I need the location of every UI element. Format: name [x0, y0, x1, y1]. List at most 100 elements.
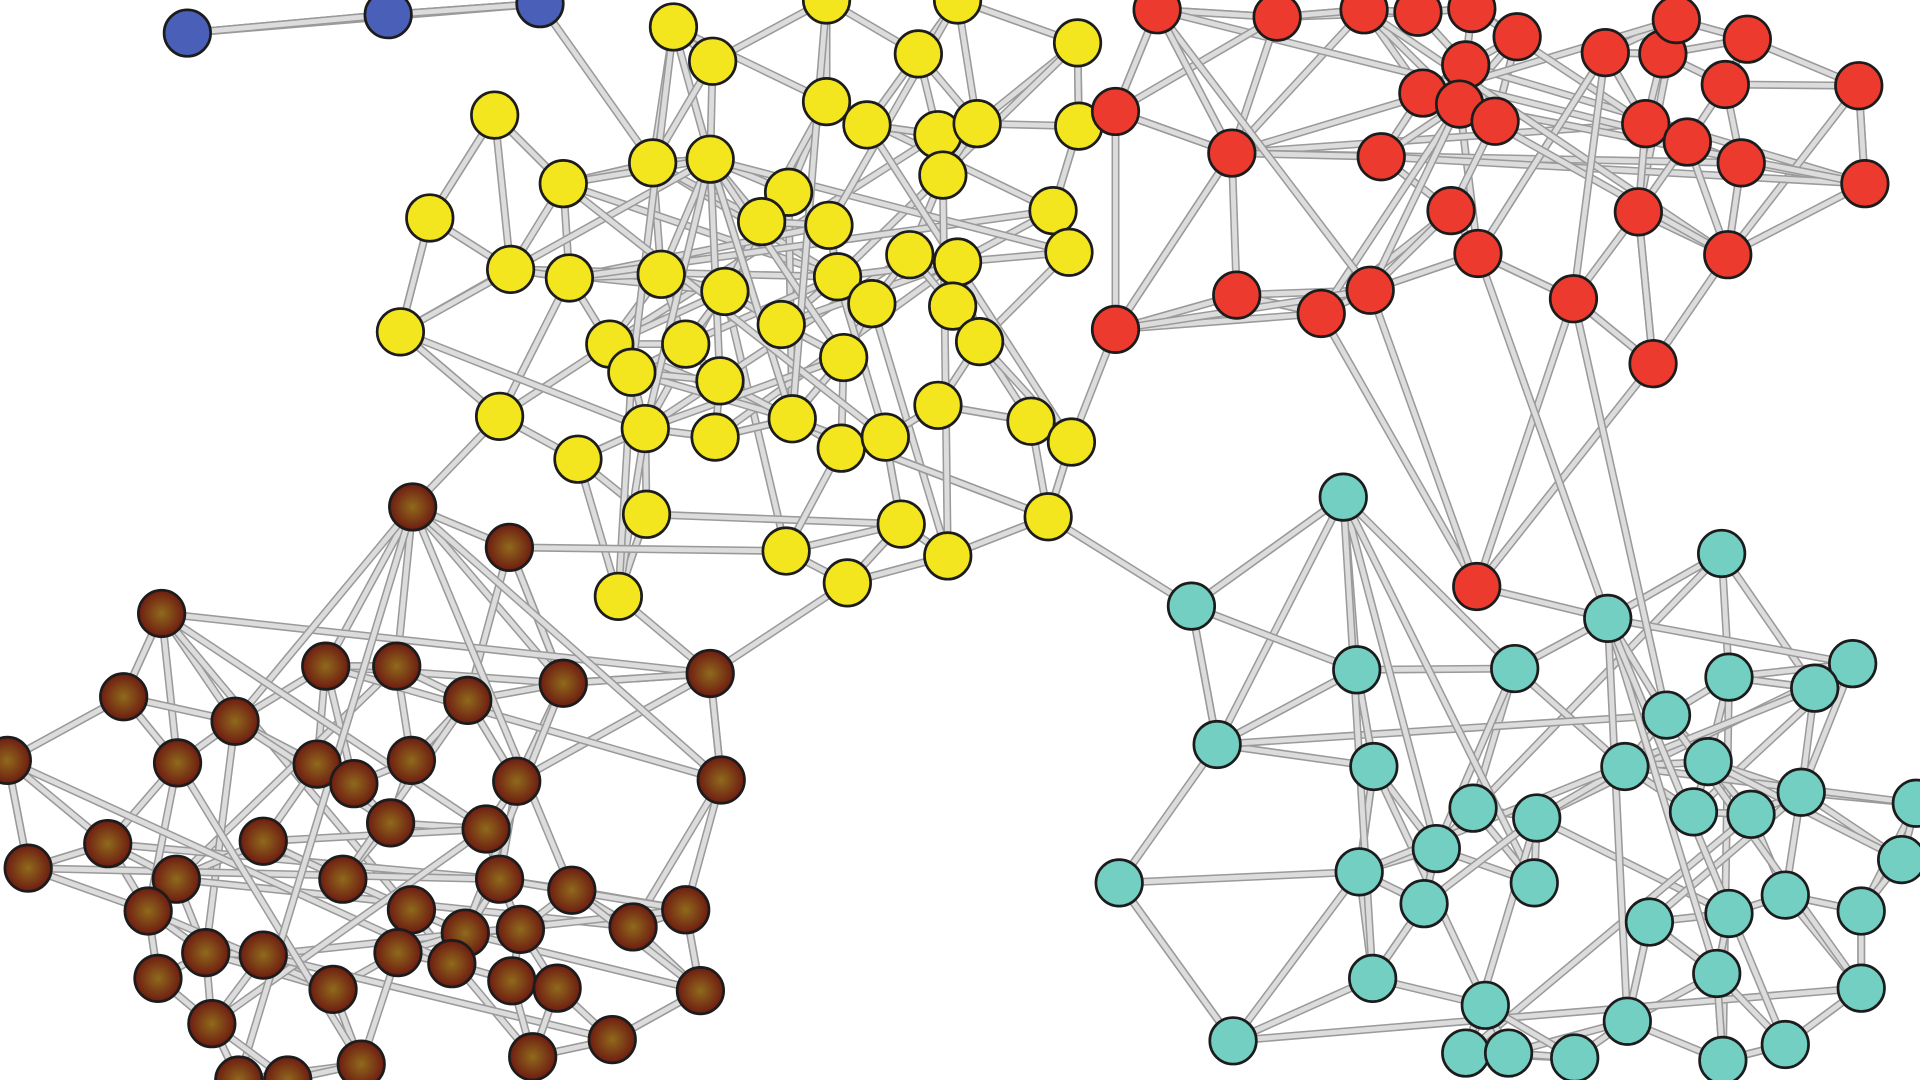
node-brown: [151, 854, 201, 904]
node-brown: [675, 966, 726, 1016]
node-brown: [329, 759, 379, 809]
node-teal: [1760, 870, 1810, 920]
node-brown: [214, 1055, 264, 1080]
node-brown: [137, 588, 187, 639]
node-brown: [373, 928, 423, 978]
node-brown: [187, 999, 237, 1049]
node-red: [1356, 132, 1406, 182]
node-teal: [1624, 897, 1675, 947]
node-teal: [1600, 741, 1650, 792]
edge: [722, 288, 789, 554]
edge: [1230, 985, 1864, 1044]
node-red: [1207, 128, 1257, 178]
node-teal: [1448, 783, 1498, 833]
node-yellow: [1028, 186, 1078, 236]
node-yellow: [876, 499, 926, 549]
node-teal: [1668, 787, 1719, 837]
node-yellow: [695, 356, 745, 406]
edge: [1571, 296, 1669, 718]
edge: [1571, 50, 1608, 302]
node-yellow: [918, 150, 968, 200]
node-yellow: [847, 279, 897, 329]
node-yellow: [628, 138, 678, 188]
node-brown: [608, 902, 658, 952]
node-yellow: [538, 159, 588, 209]
node-red: [1212, 270, 1262, 320]
node-brown: [238, 816, 288, 866]
node-yellow: [860, 412, 910, 462]
edge: [1318, 311, 1480, 589]
node-red: [1470, 96, 1520, 146]
edge: [497, 275, 572, 419]
node-yellow: [756, 299, 806, 350]
edge: [492, 112, 514, 272]
edge: [397, 156, 713, 335]
node-yellow: [690, 412, 740, 462]
edge: [506, 544, 789, 554]
node-red: [1621, 99, 1671, 149]
node-teal: [1698, 1035, 1748, 1080]
edge: [1318, 101, 1463, 316]
node-red: [1840, 159, 1890, 209]
edge: [1340, 494, 1537, 886]
edge: [1475, 251, 1611, 621]
edge: [1154, 7, 1373, 293]
node-brown: [336, 1039, 386, 1080]
node-teal: [1726, 789, 1776, 839]
node-teal: [1704, 888, 1754, 939]
node-brown: [696, 755, 746, 805]
node-brown: [532, 963, 582, 1013]
edge: [642, 156, 713, 432]
edge: [397, 329, 648, 432]
node-brown: [484, 522, 534, 572]
edge: [1188, 494, 1346, 609]
node-brown: [547, 865, 597, 915]
node-red: [1132, 0, 1182, 35]
node-red: [1651, 0, 1701, 45]
edge: [1378, 154, 1868, 187]
node-brown: [3, 843, 53, 893]
node-teal: [1836, 886, 1886, 936]
node-brown: [386, 735, 437, 786]
node-yellow: [804, 200, 854, 250]
edge: [1635, 209, 1656, 367]
node-teal: [1411, 823, 1461, 874]
edge: [159, 611, 713, 676]
edge: [323, 504, 416, 669]
node-brown: [487, 956, 537, 1006]
edge: [789, 0, 829, 422]
node-teal: [1877, 834, 1920, 885]
edge: [1188, 603, 1360, 673]
node-yellow: [954, 317, 1005, 367]
edge: [159, 611, 181, 766]
edge: [1230, 869, 1362, 1044]
node-teal: [1334, 847, 1384, 897]
node-teal: [1697, 528, 1747, 579]
node-red: [1426, 186, 1476, 236]
edge: [644, 511, 904, 527]
node-red: [1716, 138, 1766, 188]
node-red: [1393, 0, 1443, 37]
node-teal: [1349, 741, 1399, 792]
node-yellow: [620, 403, 670, 454]
edge: [410, 504, 724, 783]
node-yellow: [685, 134, 735, 184]
edge: [1214, 494, 1346, 747]
edge: [1725, 181, 1868, 258]
edge: [707, 156, 1072, 255]
node-brown: [133, 953, 183, 1003]
node-red: [1834, 61, 1884, 111]
node-brown: [238, 930, 288, 980]
node-yellow: [474, 391, 525, 441]
edge: [940, 172, 951, 559]
node-blue: [162, 8, 212, 58]
node-yellow: [812, 252, 863, 302]
node-teal: [1776, 767, 1826, 817]
edge: [1214, 667, 1360, 747]
node-yellow: [932, 237, 983, 287]
edge: [1340, 494, 1439, 852]
node-teal: [1550, 1033, 1600, 1080]
node-teal: [1399, 879, 1449, 929]
node-brown: [123, 886, 173, 936]
